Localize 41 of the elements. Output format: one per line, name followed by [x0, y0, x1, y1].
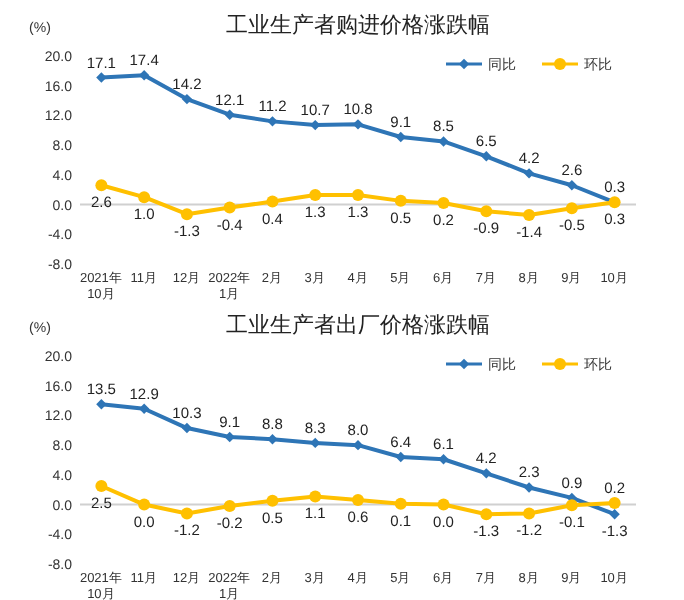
point: [395, 451, 406, 463]
point: [95, 179, 108, 192]
point: [266, 195, 279, 208]
point: [95, 480, 108, 492]
point: [481, 151, 492, 162]
point: [267, 116, 278, 127]
chart-title: 工业生产者出厂价格涨跌幅: [226, 312, 490, 338]
point: [566, 180, 578, 191]
point: [565, 499, 578, 512]
point: [352, 188, 364, 201]
point: [608, 497, 621, 510]
point: [180, 507, 193, 520]
point: [224, 109, 235, 120]
point: [609, 509, 620, 520]
point: [96, 399, 107, 410]
point: [180, 208, 193, 221]
point: [223, 201, 236, 214]
point: [394, 194, 407, 207]
point: [565, 202, 578, 215]
point: [266, 494, 279, 507]
point: [224, 431, 235, 443]
point: [181, 93, 193, 105]
point: [437, 197, 450, 210]
point: [395, 131, 406, 143]
point: [437, 498, 450, 511]
point: [394, 497, 407, 510]
point: [309, 490, 322, 503]
point: [138, 498, 151, 511]
point: [523, 507, 536, 520]
point: [523, 482, 535, 493]
point: [523, 168, 535, 179]
point: [352, 494, 364, 507]
point: [481, 468, 492, 479]
chart-title: 工业生产者购进价格涨跌幅: [226, 12, 490, 38]
point: [480, 205, 493, 218]
point: [309, 188, 322, 201]
point: [223, 500, 236, 513]
point: [523, 208, 536, 221]
point: [480, 508, 493, 521]
point: [138, 191, 151, 204]
point: [310, 437, 321, 449]
